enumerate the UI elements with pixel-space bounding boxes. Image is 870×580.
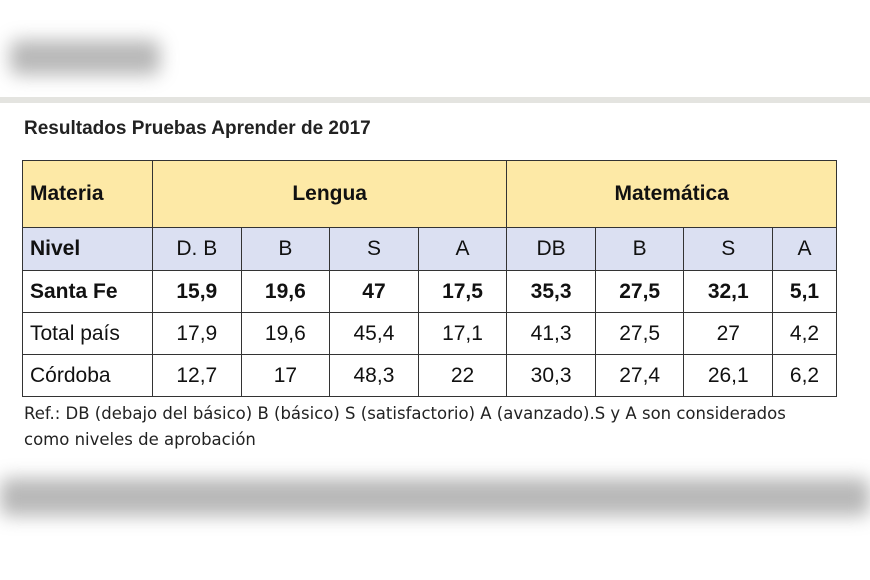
value-cell: 32,1 [683, 270, 774, 313]
level-cell: S [683, 227, 774, 271]
value-cell: 27,5 [594, 270, 685, 313]
header-cell: Materia [22, 160, 153, 228]
group-header: Matemática [506, 160, 837, 228]
value-cell: 48,3 [329, 354, 419, 397]
separator [0, 97, 870, 103]
value-cell: 19,6 [240, 270, 331, 313]
table-row: Total país 17,9 19,6 45,4 17,1 41,3 27,5 27 4,2 [22, 312, 837, 355]
value-cell: 17,9 [152, 312, 242, 355]
footnote: Ref.: DB (debajo del básico) B (básico) … [24, 404, 786, 449]
level-cell: B [240, 227, 331, 271]
table-row: Nivel D. B B S A DB B S A [22, 227, 837, 271]
value-cell: 17,5 [417, 270, 508, 313]
blurred-text [10, 40, 160, 75]
value-cell: 27,4 [594, 354, 685, 397]
level-cell: S [329, 227, 419, 271]
value-cell: 17 [240, 354, 331, 397]
row-name: Córdoba [22, 354, 153, 397]
level-cell: A [772, 227, 837, 271]
value-cell: 15,9 [152, 270, 242, 313]
level-cell: A [417, 227, 508, 271]
table-row: Santa Fe 15,9 19,6 47 17,5 35,3 27,5 32,1 5,1 [22, 270, 837, 313]
value-cell: 27,5 [594, 312, 685, 355]
blurred-text [0, 478, 870, 516]
value-cell: 47 [329, 270, 419, 313]
row-name: Santa Fe [22, 270, 153, 313]
value-cell: 5,1 [772, 270, 837, 313]
row-name: Total país [22, 312, 153, 355]
value-cell: 27 [683, 312, 774, 355]
value-cell: 41,3 [506, 312, 596, 355]
value-cell: 12,7 [152, 354, 242, 397]
table-row: Materia Lengua Matemática [22, 160, 837, 228]
level-cell: B [594, 227, 685, 271]
value-cell: 4,2 [772, 312, 837, 355]
title: Resultados Pruebas Aprender de 2017 [24, 118, 371, 139]
results-table: Materia Lengua Matemática Nivel D. B B S A DB B S A… [22, 160, 837, 397]
table-row: Córdoba 12,7 17 48,3 22 30,3 27,4 26,1 6,2 [22, 354, 837, 397]
level-cell: DB [506, 227, 596, 271]
value-cell: 35,3 [506, 270, 596, 313]
group-header: Lengua [151, 160, 508, 228]
level-cell: D. B [152, 227, 242, 271]
level-label: Nivel [22, 227, 153, 271]
value-cell: 26,1 [683, 354, 774, 397]
value-cell: 45,4 [329, 312, 419, 355]
value-cell: 22 [417, 354, 508, 397]
value-cell: 17,1 [417, 312, 508, 355]
value-cell: 30,3 [506, 354, 596, 397]
value-cell: 19,6 [240, 312, 331, 355]
value-cell: 6,2 [772, 354, 837, 397]
